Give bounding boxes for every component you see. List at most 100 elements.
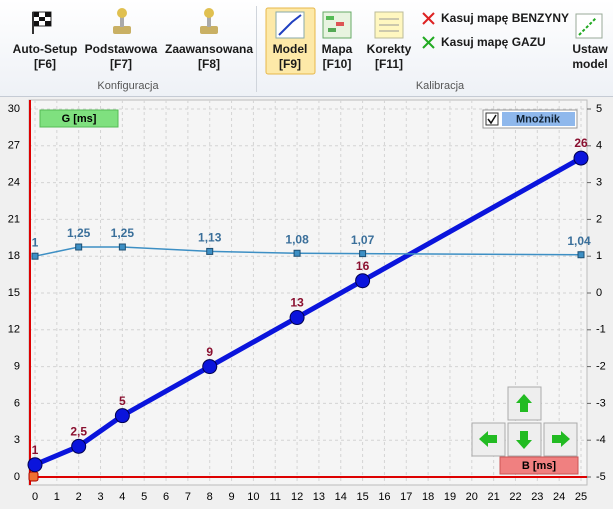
x-tick-label: 15	[356, 491, 368, 503]
x-label-box	[499, 456, 579, 475]
data-label: 13	[290, 296, 304, 310]
arrow-up-button[interactable]	[507, 386, 542, 421]
ribbon-button-label[interactable]: Podstawowa	[85, 42, 158, 56]
data-point	[289, 310, 305, 326]
y2-tick-label: -2	[596, 361, 606, 373]
x-tick-label: 17	[400, 491, 412, 503]
data-label: 1,08	[285, 232, 309, 246]
origin-marker	[28, 471, 39, 482]
icon-delete-red	[422, 12, 435, 25]
data-label: 1,25	[67, 226, 91, 240]
ribbon-button-label[interactable]: [F10]	[323, 57, 352, 71]
y-tick-label: 21	[8, 213, 20, 225]
data-label: 5	[119, 394, 126, 408]
ribbon-action[interactable]: Kasuj mapę BENZYNY	[441, 11, 569, 25]
group-label: Konfiguracja	[97, 80, 159, 92]
ribbon-button-label[interactable]: Auto-Setup	[13, 42, 78, 56]
arrow-right-button[interactable]	[543, 422, 578, 457]
y2-tick-label: -5	[596, 471, 606, 483]
x-tick-label: 7	[185, 491, 191, 503]
y-tick-label: 9	[14, 361, 20, 373]
data-point	[118, 243, 126, 251]
y-tick-label: 0	[14, 471, 20, 483]
arrow-down-button[interactable]	[507, 422, 542, 457]
icon-model	[275, 11, 305, 39]
y2-tick-label: 0	[596, 287, 602, 299]
ribbon-button-label[interactable]: [F11]	[375, 57, 403, 71]
icon-joystick	[113, 8, 131, 34]
x-tick-label: 2	[76, 491, 82, 503]
ribbon-action[interactable]: Kasuj mapę GAZU	[441, 35, 546, 49]
data-point	[75, 243, 83, 251]
x-tick-label: 12	[291, 491, 303, 503]
x-tick-label: 8	[207, 491, 213, 503]
ribbon-button-label[interactable]: [F9]	[279, 57, 301, 71]
y-tick-label: 12	[8, 324, 20, 336]
x-tick-label: 6	[163, 491, 169, 503]
data-point	[293, 249, 301, 257]
multiplier-label-bg	[502, 112, 575, 126]
x-tick-label: 18	[422, 491, 434, 503]
data-point	[206, 247, 214, 255]
x-tick-label: 21	[488, 491, 500, 503]
x-tick-label: 1	[54, 491, 60, 503]
icon-delete-green	[422, 36, 435, 49]
y2-tick-label: 2	[596, 213, 602, 225]
y2-tick-label: -4	[596, 434, 606, 446]
data-label: 1,25	[111, 226, 135, 240]
x-tick-label: 22	[509, 491, 521, 503]
x-tick-label: 23	[531, 491, 543, 503]
icon-corrections	[374, 11, 404, 39]
x-tick-label: 4	[119, 491, 125, 503]
data-label: 1,13	[198, 231, 222, 245]
group-label: Kalibracja	[416, 80, 465, 92]
y-axis-label: G [ms]	[62, 113, 97, 125]
ribbon-button-label[interactable]: Model	[273, 42, 308, 56]
x-axis-label: B [ms]	[522, 460, 557, 472]
ribbon-button-label[interactable]: [F6]	[34, 57, 56, 71]
ribbon-button-label[interactable]: Ustaw	[572, 42, 608, 56]
ribbon-button-label[interactable]: Mapa	[322, 42, 353, 56]
data-label: 1	[32, 443, 39, 457]
data-point	[577, 251, 585, 259]
y-tick-label: 30	[8, 103, 20, 115]
y-tick-label: 6	[14, 397, 20, 409]
x-tick-label: 25	[575, 491, 587, 503]
x-tick-label: 14	[335, 491, 347, 503]
y2-tick-label: 1	[596, 250, 602, 262]
x-tick-label: 13	[313, 491, 325, 503]
y-tick-label: 15	[8, 287, 20, 299]
multiplier-checkbox[interactable]	[485, 112, 499, 126]
x-tick-label: 11	[270, 491, 281, 503]
data-label: 9	[206, 345, 213, 359]
data-point	[359, 250, 367, 258]
ribbon-button-label[interactable]: Korekty	[367, 42, 412, 56]
y-tick-label: 24	[8, 177, 20, 189]
x-tick-label: 19	[444, 491, 456, 503]
ribbon-button-label[interactable]: model	[572, 57, 607, 71]
data-point	[31, 252, 39, 260]
x-tick-label: 10	[247, 491, 259, 503]
data-label: 1	[32, 235, 39, 249]
ribbon-button-label[interactable]: [F8]	[198, 57, 220, 71]
x-tick-label: 5	[141, 491, 147, 503]
x-tick-label: 16	[378, 491, 390, 503]
y2-tick-label: 4	[596, 140, 602, 152]
y2-tick-label: -1	[596, 324, 606, 336]
ribbon-button-label[interactable]: Zaawansowana	[165, 42, 253, 56]
y-tick-label: 18	[8, 250, 20, 262]
arrow-left-button[interactable]	[471, 422, 506, 457]
x-tick-label: 9	[228, 491, 234, 503]
data-label: 16	[356, 259, 370, 273]
ribbon-button-label[interactable]: [F7]	[110, 57, 132, 71]
x-tick-label: 24	[553, 491, 565, 503]
data-label: 1,04	[567, 234, 591, 248]
icon-set-model	[575, 13, 603, 39]
y-tick-label: 3	[14, 434, 20, 446]
icon-flag	[32, 11, 52, 34]
y2-tick-label: -3	[596, 397, 606, 409]
data-point	[114, 408, 130, 424]
checkmark	[487, 114, 497, 125]
y-tick-label: 27	[8, 140, 20, 152]
